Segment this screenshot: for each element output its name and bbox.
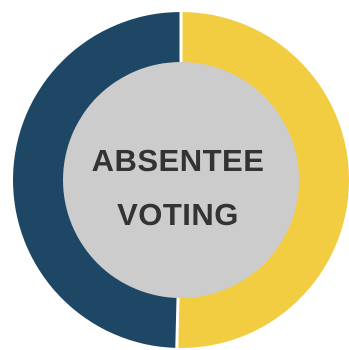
center-label-line-2: VOTING bbox=[117, 197, 239, 232]
center-label-line-1: ABSENTEE bbox=[92, 143, 265, 178]
donut-center bbox=[63, 62, 299, 298]
